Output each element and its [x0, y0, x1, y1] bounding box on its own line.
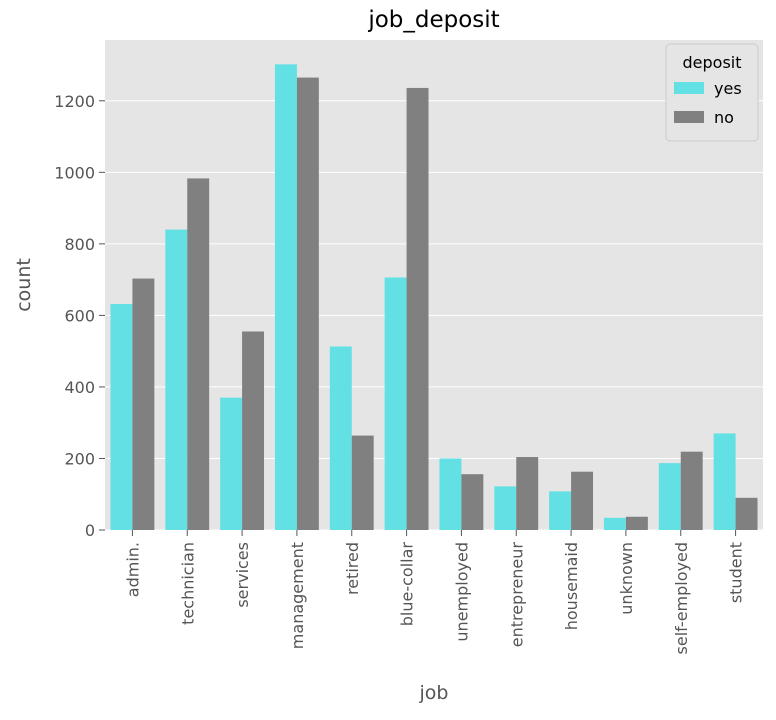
grid-lines — [105, 100, 763, 531]
y-tick-label: 800 — [64, 235, 95, 254]
bar-no — [735, 497, 758, 530]
bar-yes — [165, 229, 188, 530]
bar-yes — [603, 517, 626, 530]
x-tick-label: self-employed — [672, 542, 691, 654]
bar-no — [296, 77, 319, 530]
bar-yes — [329, 346, 352, 530]
x-tick-label: technician — [178, 542, 197, 625]
bar-yes — [713, 433, 736, 530]
y-axis-label: count — [13, 258, 35, 312]
legend-title: deposit — [683, 53, 742, 72]
bar-no — [406, 87, 429, 531]
y-tick-label: 400 — [64, 378, 95, 397]
x-tick-label: student — [727, 542, 746, 603]
bar-yes — [220, 397, 243, 530]
x-tick-label: services — [233, 542, 252, 608]
bar-yes — [274, 64, 297, 530]
bar-no — [351, 435, 374, 530]
bar-no — [461, 474, 484, 530]
bar-no — [571, 471, 594, 530]
x-axis-label: job — [419, 682, 449, 704]
bar-no — [680, 451, 703, 530]
y-axis-ticks: 0 200 400 600 800 1000 1200 — [54, 92, 105, 540]
y-tick-label: 1000 — [54, 163, 95, 182]
bar-yes — [658, 463, 681, 530]
x-tick-label: housemaid — [562, 542, 581, 630]
bar-yes — [549, 491, 572, 530]
legend-label-yes: yes — [714, 79, 742, 98]
x-tick-label: management — [288, 542, 307, 649]
bar-yes — [494, 486, 517, 530]
x-tick-label: blue-collar — [398, 542, 417, 627]
legend-swatch-no — [674, 111, 704, 123]
legend-swatch-yes — [674, 82, 704, 94]
y-tick-label: 1200 — [54, 92, 95, 111]
y-tick-label: 200 — [64, 449, 95, 468]
y-tick-label: 600 — [64, 306, 95, 325]
x-tick-label: unknown — [617, 542, 636, 615]
x-tick-label: entrepreneur — [507, 542, 526, 648]
x-tick-label: admin. — [123, 542, 142, 597]
bar-yes — [439, 458, 462, 530]
bar-no — [132, 278, 155, 530]
bar-no — [187, 178, 210, 530]
x-tick-label: unemployed — [452, 542, 471, 642]
x-tick-label: retired — [343, 542, 362, 595]
legend: deposit yes no — [665, 43, 759, 142]
bar-yes — [110, 303, 133, 530]
bar-no — [516, 457, 539, 530]
bar-yes — [384, 277, 407, 530]
bar-no — [242, 331, 265, 530]
plot-area — [105, 40, 763, 530]
x-axis-ticks: admin. technician services management retire… — [123, 530, 746, 654]
legend-label-no: no — [714, 108, 734, 127]
bar-no — [625, 516, 648, 530]
y-tick-label: 0 — [85, 521, 95, 540]
bars — [110, 64, 758, 531]
chart-title: job_deposit — [367, 7, 499, 33]
